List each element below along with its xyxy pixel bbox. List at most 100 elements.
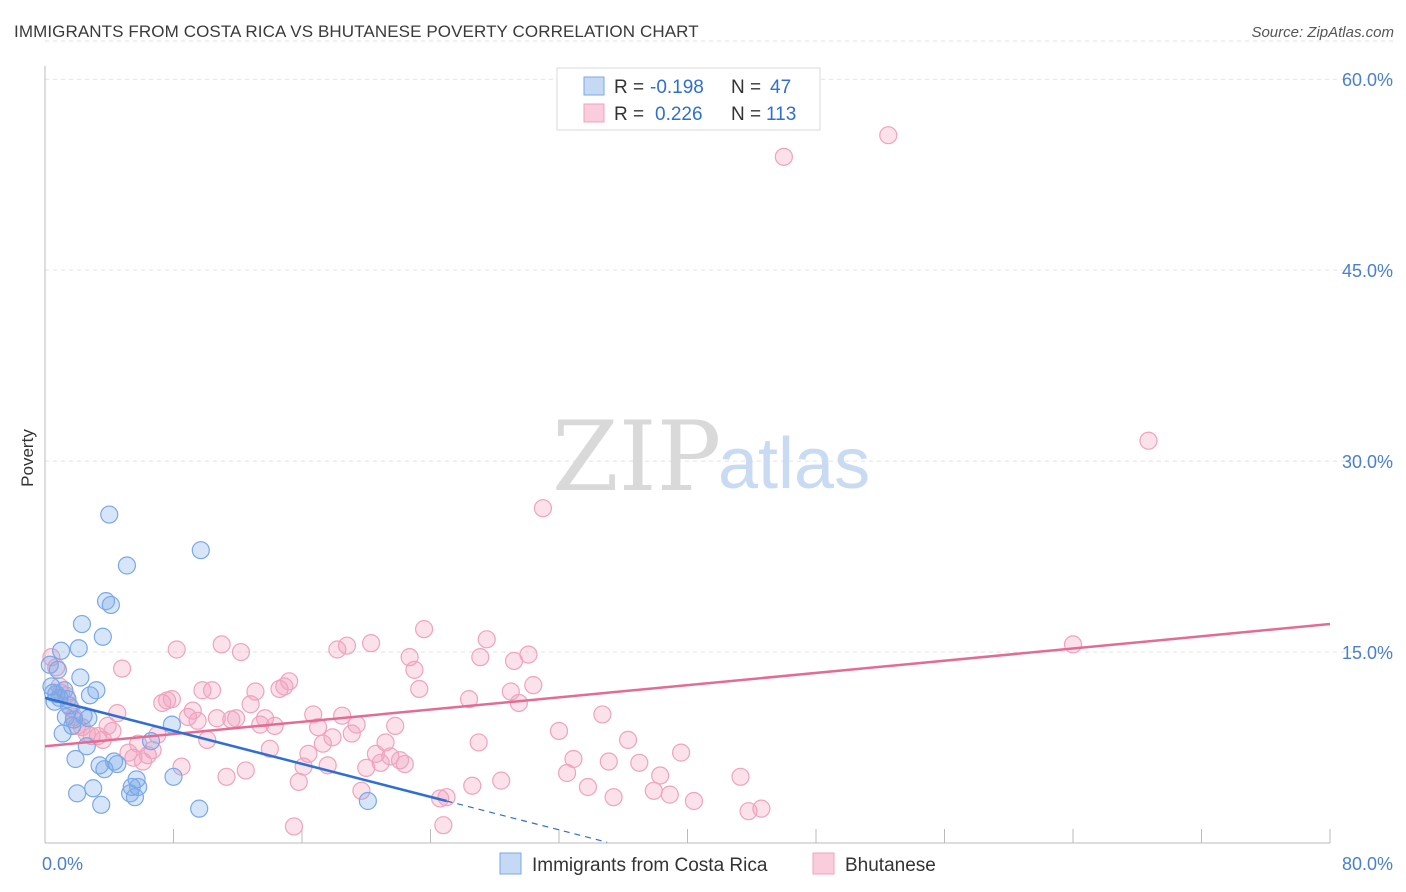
point-bhutanese — [593, 705, 612, 724]
point-bhutanese — [684, 791, 704, 811]
y-tick-label: 30.0% — [1342, 452, 1393, 472]
point-bhutanese — [463, 776, 482, 795]
point-bhutanese — [167, 640, 186, 659]
bottom-legend-swatch-blue — [499, 852, 522, 875]
point-bhutanese — [361, 634, 381, 653]
legend-swatch-pink — [583, 103, 605, 123]
y-tick-label: 15.0% — [1342, 643, 1393, 663]
point-bhutanese — [193, 681, 212, 700]
point-bhutanese — [774, 147, 793, 166]
point-bhutanese — [328, 640, 347, 659]
point-costa-rica — [164, 767, 183, 786]
source-label: Source: ZipAtlas.com — [1251, 24, 1394, 41]
point-bhutanese — [337, 636, 357, 655]
y-tick-labels: 15.0% 30.0% 45.0% 60.0% — [1342, 70, 1393, 663]
point-costa-rica — [358, 791, 377, 811]
point-bhutanese — [231, 642, 251, 662]
point-costa-rica — [72, 614, 92, 634]
point-bhutanese — [260, 739, 279, 758]
y-axis-label: Poverty — [18, 429, 37, 487]
point-bhutanese — [217, 767, 236, 786]
point-bhutanese — [414, 620, 434, 639]
gridlines — [45, 40, 1393, 653]
point-costa-rica — [104, 752, 124, 771]
point-bhutanese — [731, 767, 750, 786]
legend-r-value-1: -0.198 — [650, 77, 704, 98]
legend-n-value-2: 113 — [766, 104, 796, 125]
x-tick-label-min: 0.0% — [42, 854, 83, 874]
point-costa-rica — [127, 770, 146, 789]
point-bhutanese — [459, 690, 479, 709]
point-costa-rica — [68, 784, 87, 803]
point-bhutanese — [280, 672, 299, 691]
point-bhutanese — [437, 788, 456, 807]
point-bhutanese — [660, 785, 679, 804]
point-costa-rica — [191, 541, 210, 560]
point-bhutanese — [299, 744, 318, 763]
point-bhutanese — [471, 648, 490, 667]
point-costa-rica — [125, 788, 145, 807]
point-bhutanese — [651, 766, 670, 785]
axes — [44, 66, 1331, 844]
point-costa-rica — [56, 707, 75, 727]
trend-line-bhutanese — [44, 622, 1331, 748]
legend-r-label-1: R = — [614, 77, 644, 98]
point-bhutanese — [492, 771, 511, 790]
legend-n-label-2: N = — [731, 104, 761, 125]
point-bhutanese — [227, 709, 246, 728]
legend-swatch-blue — [583, 76, 605, 96]
point-bhutanese — [202, 681, 222, 700]
legend-r-value-2: 0.226 — [655, 104, 703, 125]
point-bhutanese — [578, 777, 598, 797]
point-costa-rica — [92, 795, 111, 814]
point-costa-rica — [77, 737, 96, 756]
y-tick-label: 60.0% — [1342, 70, 1393, 90]
point-bhutanese — [644, 781, 663, 800]
point-costa-rica — [190, 799, 209, 818]
point-bhutanese — [98, 716, 117, 735]
point-bhutanese — [352, 781, 371, 800]
point-bhutanese — [524, 676, 543, 695]
point-bhutanese — [270, 679, 289, 699]
point-bhutanese — [323, 728, 342, 747]
point-bhutanese — [183, 701, 202, 720]
bottom-legend-label-costa-rica: Immigrants from Costa Rica — [532, 855, 768, 876]
point-bhutanese — [236, 761, 255, 780]
bottom-legend: Immigrants from Costa Rica Bhutanese — [499, 852, 936, 876]
point-bhutanese — [1139, 431, 1158, 450]
point-bhutanese — [469, 733, 488, 752]
point-bhutanese — [138, 746, 157, 765]
point-bhutanese — [630, 753, 649, 772]
point-costa-rica — [100, 505, 119, 524]
point-costa-rica — [71, 668, 90, 687]
point-bhutanese — [519, 645, 538, 664]
point-bhutanese — [284, 817, 304, 836]
bottom-legend-swatch-pink — [812, 852, 835, 875]
point-bhutanese — [275, 677, 294, 696]
y-tick-label: 45.0% — [1342, 261, 1393, 281]
point-bhutanese — [879, 126, 898, 145]
point-bhutanese — [347, 715, 366, 734]
point-bhutanese — [112, 659, 132, 678]
point-bhutanese — [255, 709, 275, 728]
point-bhutanese — [357, 758, 376, 777]
point-bhutanese — [162, 690, 181, 709]
point-bhutanese — [618, 730, 638, 749]
point-bhutanese — [371, 753, 390, 772]
point-bhutanese — [395, 754, 414, 774]
point-bhutanese — [342, 724, 361, 743]
point-costa-rica — [117, 556, 137, 575]
point-bhutanese — [124, 748, 143, 767]
point-bhutanese — [246, 682, 265, 701]
point-bhutanese — [376, 733, 395, 752]
watermark-zip: ZIP — [552, 401, 721, 513]
point-bhutanese — [153, 693, 172, 713]
legend-n-value-1: 47 — [770, 77, 791, 98]
point-bhutanese — [381, 747, 400, 766]
legend-n-label-1: N = — [731, 77, 761, 98]
point-bhutanese — [533, 499, 553, 518]
point-costa-rica — [108, 754, 127, 774]
point-costa-rica — [51, 641, 71, 660]
point-bhutanese — [212, 635, 231, 654]
